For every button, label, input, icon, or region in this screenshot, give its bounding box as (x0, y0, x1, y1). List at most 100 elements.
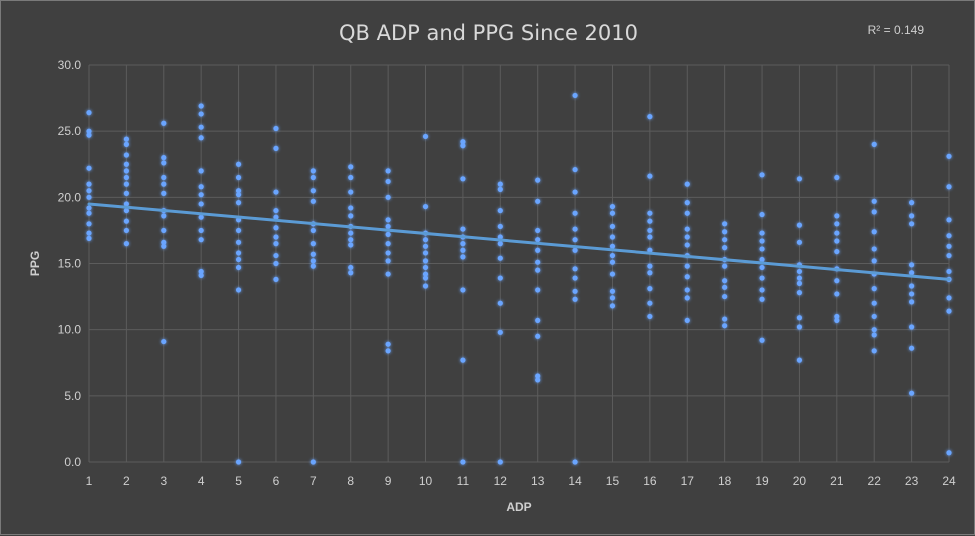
data-point (909, 345, 915, 351)
data-point (123, 161, 129, 167)
data-point (273, 214, 279, 220)
data-point (722, 221, 728, 227)
data-point (198, 192, 204, 198)
data-point (909, 299, 915, 305)
x-tick-label: 5 (235, 474, 242, 488)
data-point (572, 275, 578, 281)
x-tick-label: 22 (868, 474, 882, 488)
data-point (572, 226, 578, 232)
data-point (647, 270, 653, 276)
data-point (759, 296, 765, 302)
data-point (834, 278, 840, 284)
x-tick-label: 24 (942, 474, 956, 488)
data-point (161, 120, 167, 126)
data-point (422, 258, 429, 264)
data-point (161, 181, 167, 187)
data-point (535, 333, 541, 339)
y-tick-label: 0.0 (64, 455, 81, 469)
data-point (684, 295, 690, 301)
data-point (759, 230, 765, 236)
data-point (572, 189, 578, 195)
data-point (497, 459, 503, 465)
data-point (572, 92, 578, 99)
data-point (161, 174, 167, 181)
x-tick-label: 12 (494, 474, 508, 488)
data-point (946, 308, 952, 314)
data-point (310, 198, 316, 204)
data-point (497, 255, 503, 261)
data-point (86, 181, 92, 187)
data-point (86, 188, 92, 194)
data-point (871, 141, 877, 147)
data-point (497, 207, 503, 214)
trendline (87, 202, 951, 281)
data-point (684, 200, 690, 206)
data-point (684, 226, 690, 232)
data-point (385, 348, 391, 354)
x-tick-label: 11 (457, 474, 470, 488)
data-point (946, 233, 952, 239)
data-point (385, 168, 391, 174)
data-point (86, 194, 92, 200)
x-tick-label: 4 (198, 474, 205, 488)
data-point (946, 450, 952, 456)
data-point (460, 143, 466, 149)
x-tick-label: 10 (419, 474, 433, 488)
data-point (535, 237, 541, 243)
data-point (273, 276, 279, 282)
data-point (684, 242, 690, 248)
data-point (759, 337, 765, 343)
data-point (385, 217, 391, 223)
gridlines (88, 64, 950, 463)
data-point (871, 332, 877, 338)
y-tick-label: 5.0 (64, 389, 81, 403)
data-point (198, 201, 204, 207)
y-tick-label: 15.0 (58, 257, 82, 271)
data-point (235, 227, 242, 234)
data-point (759, 246, 765, 252)
y-tick-label: 30.0 (58, 58, 82, 72)
data-point (834, 317, 840, 324)
data-point (834, 230, 840, 236)
data-point (722, 237, 728, 243)
y-tick-label: 20.0 (58, 190, 82, 204)
data-point (235, 200, 242, 206)
data-point (422, 243, 429, 249)
data-point (722, 229, 728, 235)
data-point (86, 110, 92, 116)
data-point (198, 237, 204, 243)
data-point (273, 225, 279, 231)
data-point (385, 271, 391, 277)
data-point (946, 217, 952, 223)
data-point (198, 268, 204, 275)
x-tick-label: 8 (347, 474, 354, 488)
data-point (647, 300, 653, 306)
data-point (310, 263, 316, 269)
data-point (796, 239, 803, 245)
data-point (609, 223, 616, 230)
data-point (647, 286, 653, 292)
data-point (310, 258, 316, 264)
x-tick-label: 6 (273, 474, 280, 488)
data-point (946, 252, 952, 259)
data-point (722, 293, 728, 300)
data-point (235, 264, 242, 271)
data-point (422, 264, 429, 271)
data-point (235, 459, 242, 465)
data-point (235, 239, 242, 245)
data-point (871, 258, 877, 264)
data-point (796, 275, 803, 281)
data-point (834, 213, 840, 219)
data-point (235, 287, 242, 293)
data-point (161, 155, 167, 161)
data-point (796, 324, 803, 330)
data-point (609, 243, 616, 249)
data-point (909, 283, 915, 289)
data-point (722, 316, 728, 322)
data-point (198, 184, 204, 190)
data-point (310, 174, 316, 181)
y-axis-title: PPG (28, 251, 42, 276)
data-point (796, 280, 803, 286)
data-point (909, 390, 915, 396)
